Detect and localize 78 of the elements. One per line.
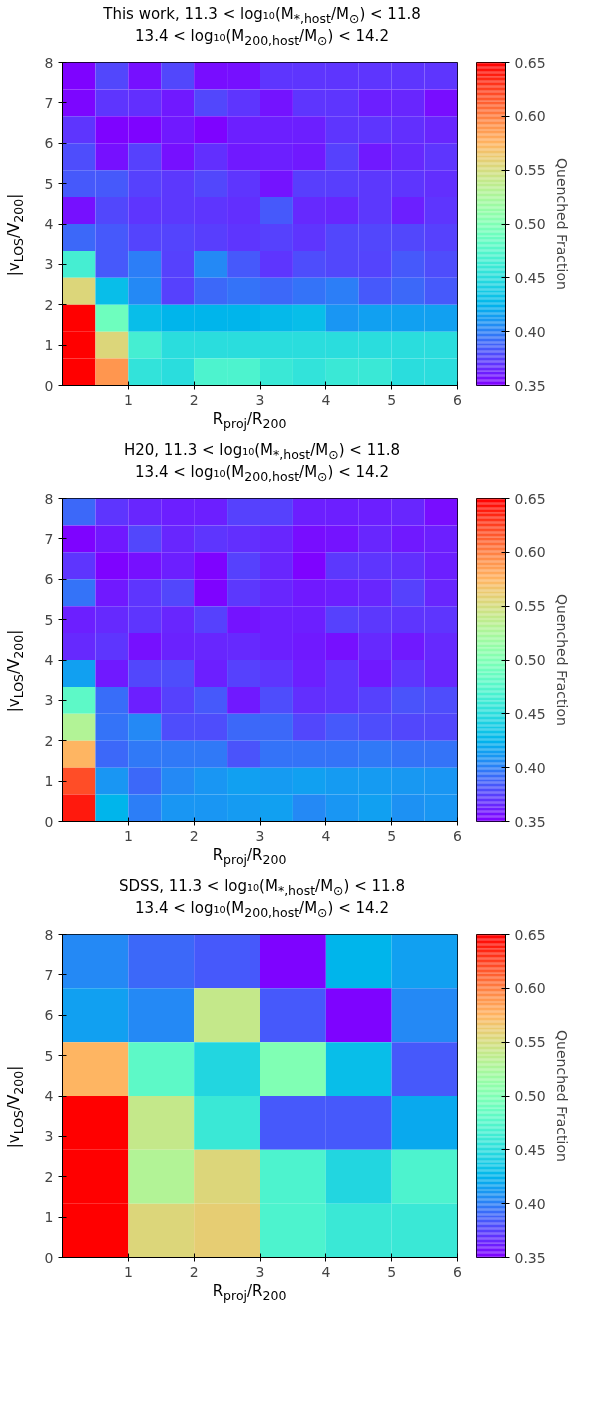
x-tick-label: 5 [387,827,397,844]
x-tick-label: 5 [387,1263,397,1280]
color-bar-title: Quenched Fraction [553,158,570,290]
x-tick-label: 1 [123,827,133,844]
color-bar-label: 0.35 [514,377,546,394]
y-tick-label: 1 [44,1209,54,1226]
x-tick-label: 4 [321,827,331,844]
x-tick-label: 6 [453,827,463,844]
color-bar-label: 0.40 [514,759,546,776]
chart-title: SDSS, 11.3 < log₁₀(M$_{*,host}$/M$_{⊙}$) < 11.8 [119,877,405,898]
x-axis-title: R$_{proj}$/R$_{200}$ [211,1281,288,1305]
color-bar-label: 0.60 [514,544,546,561]
x-tick-label: 2 [189,827,199,844]
y-tick-label: 8 [44,490,54,507]
y-tick-label: 5 [44,175,54,192]
y-tick-label: 7 [44,94,54,111]
y-tick-label: 4 [44,652,54,668]
color-bar-title: Quenched Fraction [553,1030,570,1162]
y-tick-label: 0 [44,377,54,394]
y-tick-label: 5 [44,611,54,628]
chart-title: This work, 11.3 < log₁₀(M$_{*,host}$/M$_{⊙}$) < 11.8 [103,5,421,26]
color-bar-label: 0.60 [514,980,546,997]
color-bar-label: 0.65 [514,54,546,71]
color-bar-label: 0.50 [514,216,546,232]
y-tick-label: 2 [44,732,54,749]
x-tick-label: 2 [189,391,199,408]
color-bar-label: 0.60 [514,108,546,125]
x-tick-label: 1 [123,1263,133,1280]
color-bar-label: 0.65 [514,926,546,943]
color-bar-label: 0.45 [514,705,546,722]
y-tick-label: 6 [44,1007,54,1024]
y-tick-label: 3 [44,1128,54,1145]
x-tick-label: 3 [255,1263,265,1280]
y-tick-label: 2 [44,296,54,313]
y-tick-label: 7 [44,966,54,983]
y-tick-label: 4 [44,216,54,232]
x-tick-label: 3 [255,827,265,844]
chart-subtitle: 13.4 < log₁₀(M$_{200,host}$/M$_{⊙}$) < 14.2 [135,26,389,48]
color-bar-label: 0.55 [514,1034,546,1051]
x-tick-label: 6 [453,391,463,408]
x-axis-title: R$_{proj}$/R$_{200}$ [211,409,288,433]
color-bar-title: Quenched Fraction [553,594,570,726]
x-tick-label: 1 [123,391,133,408]
color-bar-label: 0.35 [514,1249,546,1266]
y-tick-label: 0 [44,1249,54,1266]
color-bar-label: 0.65 [514,490,546,507]
color-bar-label: 0.50 [514,1088,546,1104]
y-tick-label: 6 [44,571,54,588]
x-tick-label: 6 [453,1263,463,1280]
y-tick-label: 7 [44,530,54,547]
chart-title: H20, 11.3 < log₁₀(M$_{*,host}$/M$_{⊙}$) < 11.8 [123,441,401,462]
chart-subtitle: 13.4 < log₁₀(M$_{200,host}$/M$_{⊙}$) < 14.2 [135,898,389,920]
y-tick-label: 6 [44,135,54,152]
chart-subtitle: 13.4 < log₁₀(M$_{200,host}$/M$_{⊙}$) < 14.2 [135,462,389,484]
color-bar-label: 0.40 [514,1195,546,1212]
color-bar-label: 0.45 [514,1141,546,1158]
color-bar-label: 0.55 [514,598,546,615]
color-bar-label: 0.55 [514,162,546,179]
x-axis-title: R$_{proj}$/R$_{200}$ [211,845,288,869]
color-bar-label: 0.40 [514,323,546,340]
color-bar-label: 0.45 [514,269,546,286]
y-tick-label: 8 [44,54,54,71]
y-tick-label: 1 [44,337,54,354]
y-tick-label: 5 [44,1047,54,1064]
x-tick-label: 3 [255,391,265,408]
x-tick-label: 4 [321,391,331,408]
x-tick-label: 2 [189,1263,199,1280]
x-tick-label: 5 [387,391,397,408]
y-tick-label: 8 [44,926,54,943]
y-tick-label: 3 [44,692,54,709]
y-tick-label: 1 [44,773,54,790]
y-tick-label: 4 [44,1088,54,1104]
color-bar-label: 0.50 [514,652,546,668]
color-bar-label: 0.35 [514,813,546,830]
y-tick-label: 0 [44,813,54,830]
y-tick-label: 3 [44,256,54,273]
y-tick-label: 2 [44,1168,54,1185]
x-tick-label: 4 [321,1263,331,1280]
